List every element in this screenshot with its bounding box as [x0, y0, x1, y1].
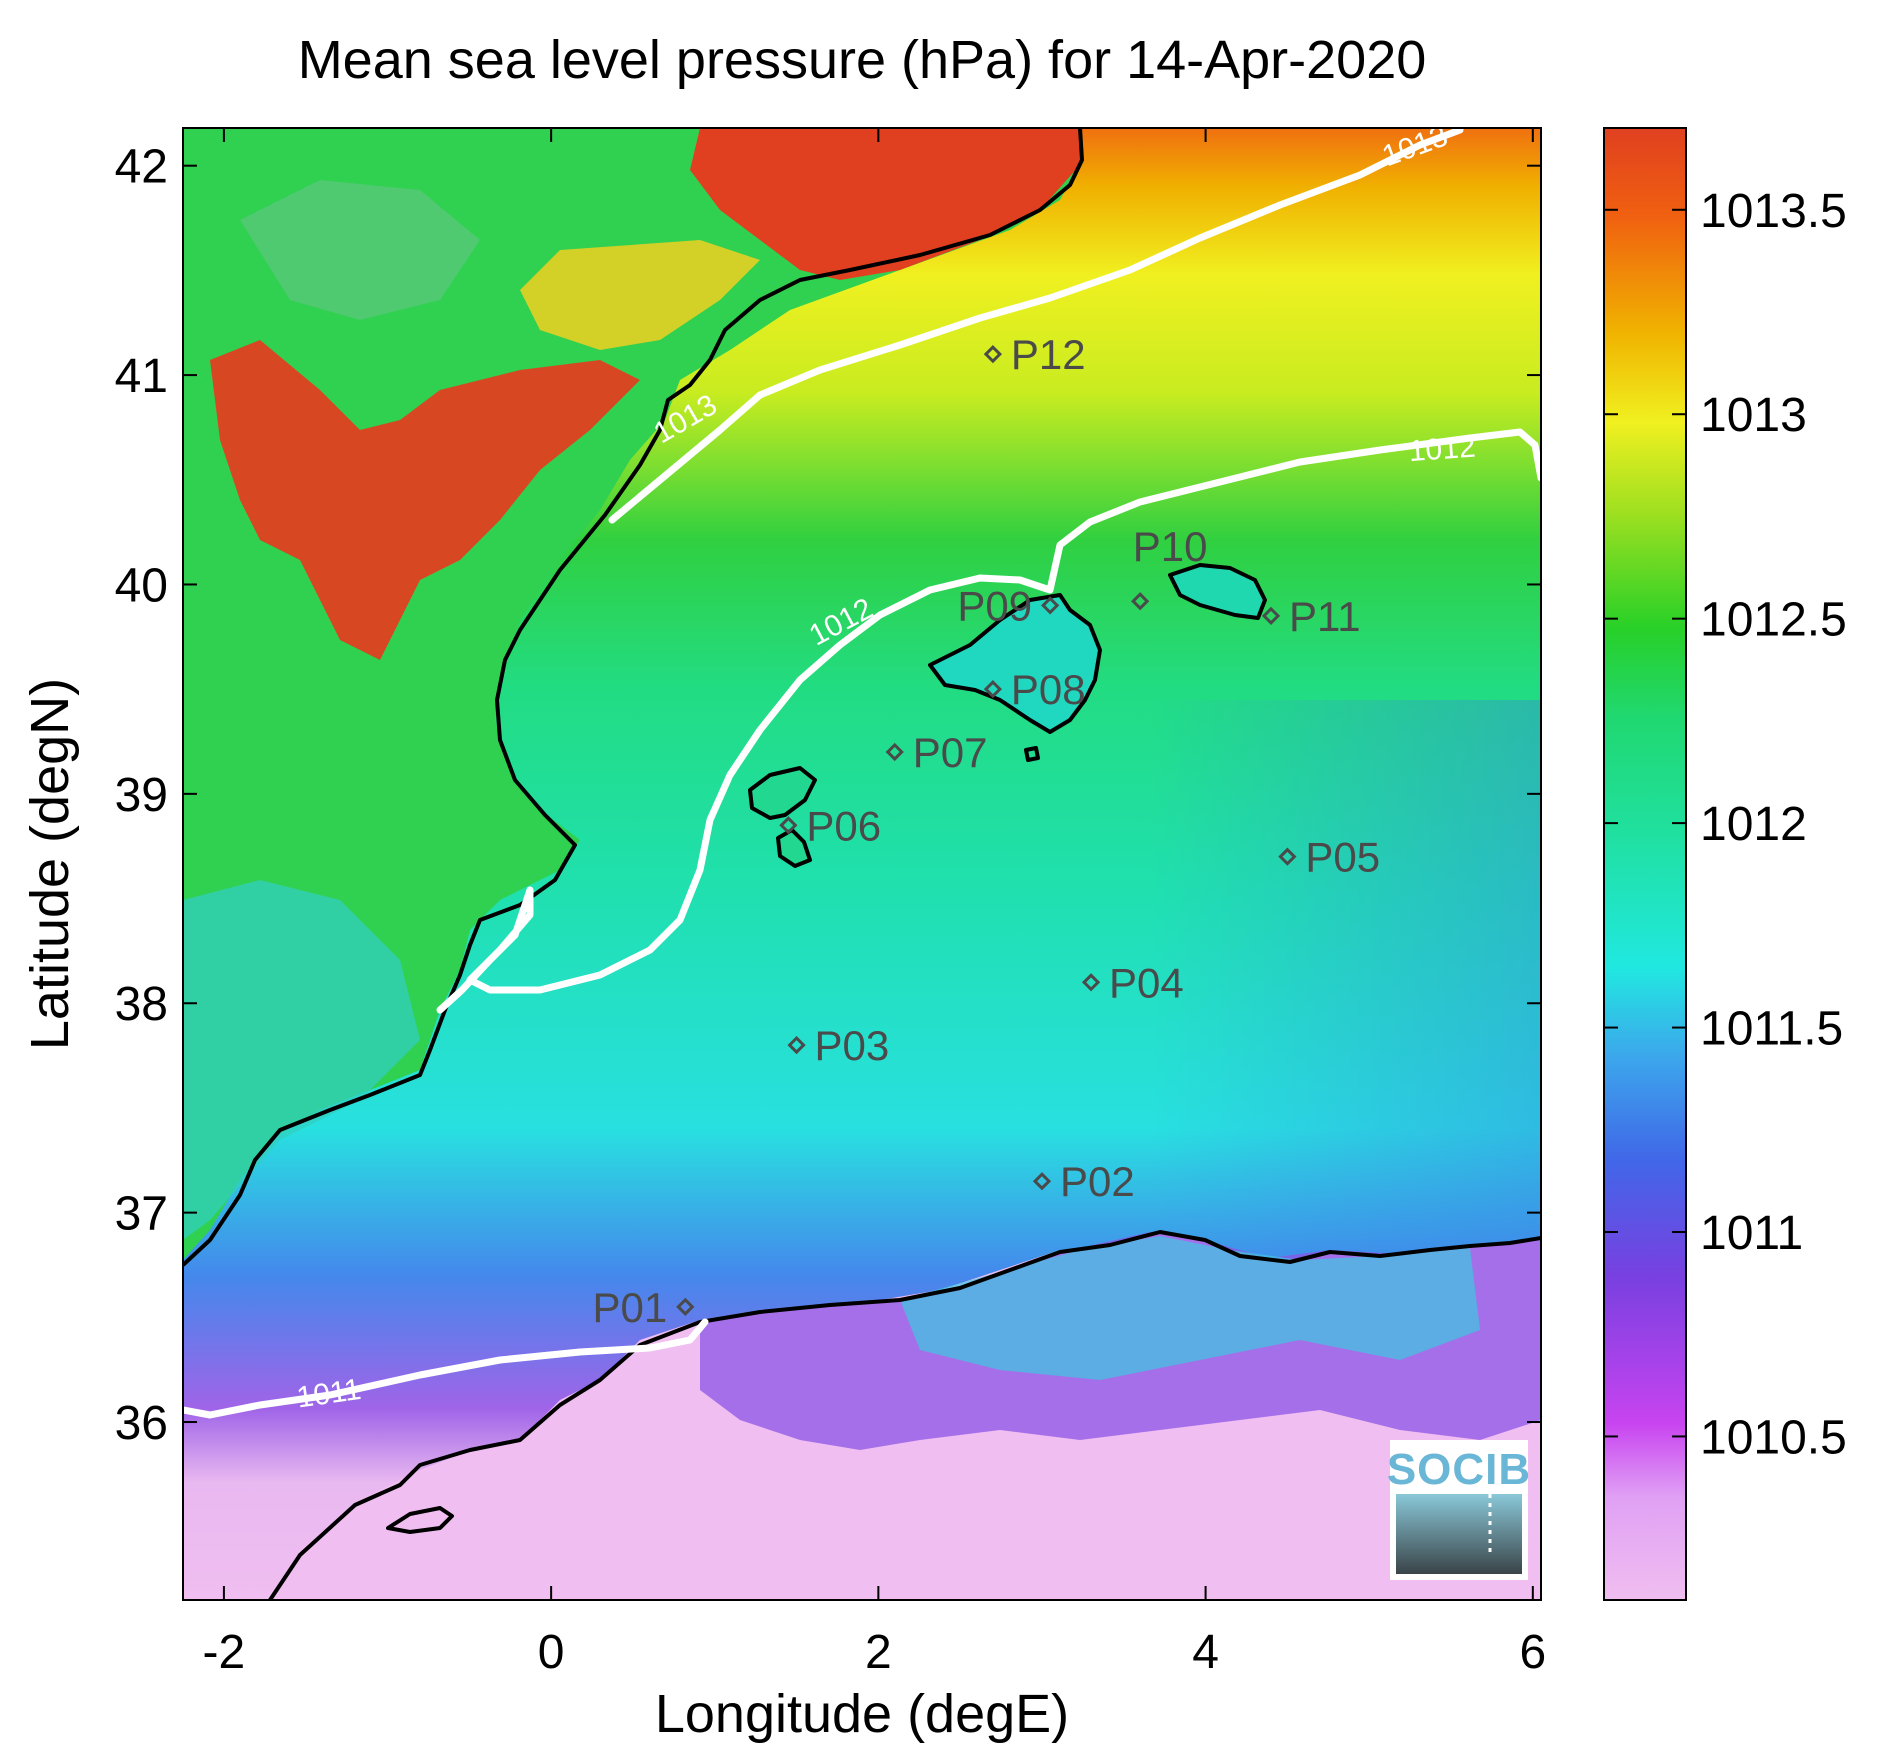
station-marker: [676, 1297, 695, 1316]
coastline-africa: [268, 1230, 1541, 1600]
colorbar-tick-label: 1012.5: [1700, 594, 1847, 647]
colorbar-tick-label: 1013.5: [1700, 185, 1847, 238]
land-iberia-south: [183, 880, 420, 1240]
y-tick-label: 39: [115, 769, 168, 822]
colorbar-tick-label: 1010.5: [1700, 1411, 1847, 1464]
y-tick-label: 41: [115, 350, 168, 403]
x-axis-label: Longitude (degE): [655, 1684, 1069, 1744]
coastline-menorca: [1168, 563, 1267, 620]
y-axis: 36 37 38 39 40 41 42: [115, 141, 1541, 1450]
station-marker: [787, 1035, 806, 1055]
x-tick-label: -2: [203, 1626, 246, 1679]
station-label: P02: [1060, 1158, 1135, 1205]
station-label: P01: [593, 1284, 668, 1331]
coastline-alboran: [386, 1506, 454, 1534]
isobar-1011: [183, 1318, 709, 1419]
station-label: P06: [806, 802, 881, 849]
y-tick-label: 36: [115, 1397, 168, 1450]
land-menorca: [1170, 565, 1265, 618]
y-axis-label: Latitude (degN): [20, 678, 80, 1050]
colorbar: 1010.5 1011 1011.5 1012 1012.5 1013 1013.5: [1603, 127, 1847, 1601]
station-label: P12: [1011, 331, 1086, 378]
y-tick-label: 42: [115, 141, 168, 194]
socib-logo-image: [1396, 1494, 1522, 1574]
station-marker: [1278, 847, 1297, 866]
colorbar-tick-label: 1013: [1700, 389, 1807, 442]
station-marker: [1081, 973, 1101, 992]
land-iberia: [183, 128, 1082, 1260]
colorbar-gradient: [1603, 127, 1687, 1601]
y-tick-label: 37: [115, 1188, 168, 1241]
sea-field-east-tint: [1150, 700, 1541, 1300]
station-label: P05: [1305, 834, 1380, 881]
map-frame: [182, 127, 1542, 1601]
colorbar-ticks: 1010.5 1011 1011.5 1012 1012.5 1013 1013.5: [1604, 185, 1847, 1464]
station-label: P09: [957, 582, 1032, 629]
colorbar-tick-label: 1011.5: [1700, 1003, 1843, 1056]
land-iberia-highlands: [210, 340, 640, 660]
isobars: [183, 128, 1541, 1419]
x-tick-label: 2: [865, 1626, 892, 1679]
station-label: P07: [913, 729, 988, 776]
station-label: P04: [1109, 959, 1184, 1006]
x-tick-label: 6: [1519, 1626, 1546, 1679]
land-iberia-highlands-north: [690, 128, 1080, 280]
land-ibiza: [750, 768, 815, 818]
isobar-1012: [436, 428, 1541, 1014]
station-label: P08: [1011, 666, 1086, 713]
station-marker: [983, 680, 1003, 699]
coastline-iberia: [183, 128, 1084, 1267]
colorbar-tick-label: 1012: [1700, 798, 1807, 851]
land-iberia-interior: [240, 180, 480, 320]
chart-title: Mean sea level pressure (hPa) for 14-Apr…: [298, 30, 1427, 90]
land-alboran: [388, 1508, 452, 1532]
station-marker: [1041, 596, 1060, 615]
station-label: P11: [1289, 593, 1361, 640]
station-marker: [885, 742, 904, 762]
station-marker: [1261, 606, 1281, 625]
isobar-1013: [608, 128, 1464, 524]
stations: P01 P02 P03 P04 P05 P06 P07 P08 P09 P10 P11 P12: [593, 331, 1381, 1331]
isobar-label: 1012: [1408, 431, 1477, 469]
coastline-ibiza: [748, 766, 817, 820]
station-label: P03: [815, 1022, 890, 1069]
colorbar-tick-label: 1011: [1700, 1207, 1803, 1260]
land-africa-coastal-highlands: [900, 1236, 1480, 1380]
station-marker: [1032, 1172, 1052, 1191]
station-marker: [779, 816, 798, 835]
coastline-cabrera: [1024, 746, 1040, 762]
x-tick-label: 4: [1192, 1626, 1219, 1679]
y-tick-label: 38: [115, 978, 168, 1031]
land-mallorca: [930, 595, 1100, 732]
land-iberia-uplands: [520, 240, 760, 350]
station-label: P10: [1133, 523, 1208, 570]
socib-logo: SOCIB: [1387, 1440, 1531, 1580]
socib-logo-text: SOCIB: [1387, 1445, 1531, 1494]
station-marker: [1131, 592, 1150, 611]
x-axis: -2 0 2 4 6: [203, 128, 1546, 1679]
station-marker: [983, 345, 1003, 364]
y-tick-label: 40: [115, 559, 168, 612]
land-formentera: [778, 830, 810, 866]
x-tick-label: 0: [538, 1626, 565, 1679]
